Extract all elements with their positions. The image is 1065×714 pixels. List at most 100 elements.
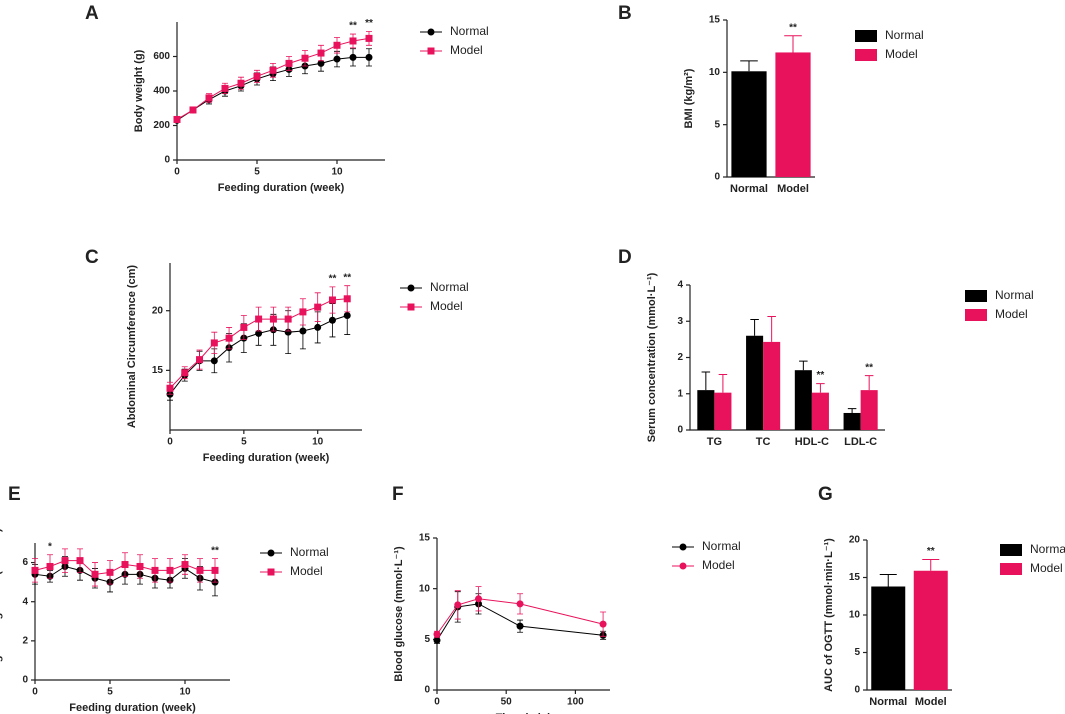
point [454, 601, 462, 609]
point [61, 557, 69, 565]
point [91, 570, 99, 578]
y-axis-label: Serum concentration (mmol·L⁻¹) [646, 272, 658, 442]
panel-letter: F [392, 484, 404, 505]
legend-label: Model [702, 558, 735, 572]
x-axis-label: Feeding duration (week) [203, 452, 330, 464]
x-tick-label: 0 [434, 697, 440, 708]
legend-label: Normal [885, 28, 924, 42]
error-bar [922, 559, 940, 571]
legend-label: Normal [450, 24, 489, 38]
legend-marker [407, 284, 415, 292]
panel-letter: B [618, 3, 632, 24]
legend-marker [427, 28, 435, 36]
legend-label: Normal [430, 280, 469, 294]
annotation: ** [349, 21, 357, 32]
point [343, 295, 351, 303]
point [516, 600, 524, 608]
axes [436, 538, 610, 691]
y-tick-label: 0 [164, 155, 170, 166]
point [255, 315, 263, 323]
y-tick-label: 600 [153, 51, 170, 62]
error-bar [847, 408, 857, 413]
point [181, 561, 189, 569]
bar [794, 370, 812, 430]
x-tick-label: 0 [167, 437, 173, 448]
error-bar [740, 60, 758, 72]
bar [775, 52, 811, 177]
point [333, 55, 341, 63]
y-tick-label: 2 [22, 635, 28, 646]
y-tick-label: 5 [854, 647, 860, 658]
point [136, 562, 144, 570]
point [299, 327, 307, 335]
legend-swatch [1000, 544, 1022, 556]
y-tick-label: 3 [677, 316, 683, 327]
y-tick-label: 0 [22, 675, 28, 686]
point [240, 323, 248, 331]
annotation: ** [789, 22, 797, 33]
point [284, 315, 292, 323]
point [255, 329, 263, 337]
y-tick-label: 200 [153, 120, 170, 131]
legend-swatch [1000, 563, 1022, 575]
x-axis-label: Feeding duration (week) [69, 702, 196, 714]
x-tick-label: Normal [730, 183, 768, 195]
bar [731, 71, 767, 177]
point [210, 357, 218, 365]
x-tick-label: 5 [254, 167, 260, 178]
x-axis-label: Time (min) [496, 712, 552, 714]
point [211, 566, 219, 574]
y-tick-label: 4 [677, 280, 683, 291]
legend-label: Normal [995, 288, 1034, 302]
x-tick-label: Model [915, 696, 947, 708]
bar [714, 392, 732, 430]
legend-label: Model [995, 307, 1028, 321]
panel-letter: C [85, 247, 99, 268]
point [166, 566, 174, 574]
annotation: * [48, 541, 52, 552]
bar [913, 570, 948, 690]
legend-label: Model [290, 564, 323, 578]
point [349, 37, 357, 45]
point [365, 34, 373, 42]
y-tick-label: 20 [849, 535, 861, 546]
y-axis-label: AUC of OGTT (mmol·min·L⁻¹) [823, 538, 835, 692]
legend-label: Model [885, 47, 918, 61]
point [253, 72, 261, 80]
point [196, 566, 204, 574]
panel-letter: E [8, 484, 21, 505]
y-axis-label: BMI (kg/m²) [683, 68, 695, 128]
legend-marker [679, 562, 687, 570]
annotation: ** [927, 546, 935, 557]
x-tick-label: 5 [241, 437, 247, 448]
bar [871, 586, 906, 690]
point [343, 311, 351, 319]
legend-swatch [855, 49, 877, 61]
error-bar [750, 318, 759, 336]
error-bar [799, 360, 808, 371]
point [317, 59, 325, 67]
point [205, 94, 213, 102]
x-tick-label: LDL-C [844, 436, 877, 448]
y-tick-label: 0 [424, 685, 430, 696]
point [210, 339, 218, 347]
legend-marker [407, 303, 415, 311]
point [475, 595, 483, 603]
error-bar [879, 574, 897, 587]
point [237, 79, 245, 87]
y-tick-label: 5 [714, 119, 720, 130]
y-tick-label: 2 [677, 352, 683, 363]
annotation: ** [329, 273, 337, 284]
point [151, 566, 159, 574]
legend-label: Model [430, 299, 463, 313]
error-bar [767, 316, 776, 342]
point [31, 566, 39, 574]
point [328, 296, 336, 304]
bar [860, 390, 878, 430]
y-axis-label: Blood glucose (mmol·L⁻¹) [393, 546, 405, 682]
legend-label: Model [1030, 561, 1063, 575]
legend-marker [679, 543, 687, 551]
x-tick-label: 10 [179, 687, 191, 698]
y-tick-label: 400 [153, 86, 170, 97]
